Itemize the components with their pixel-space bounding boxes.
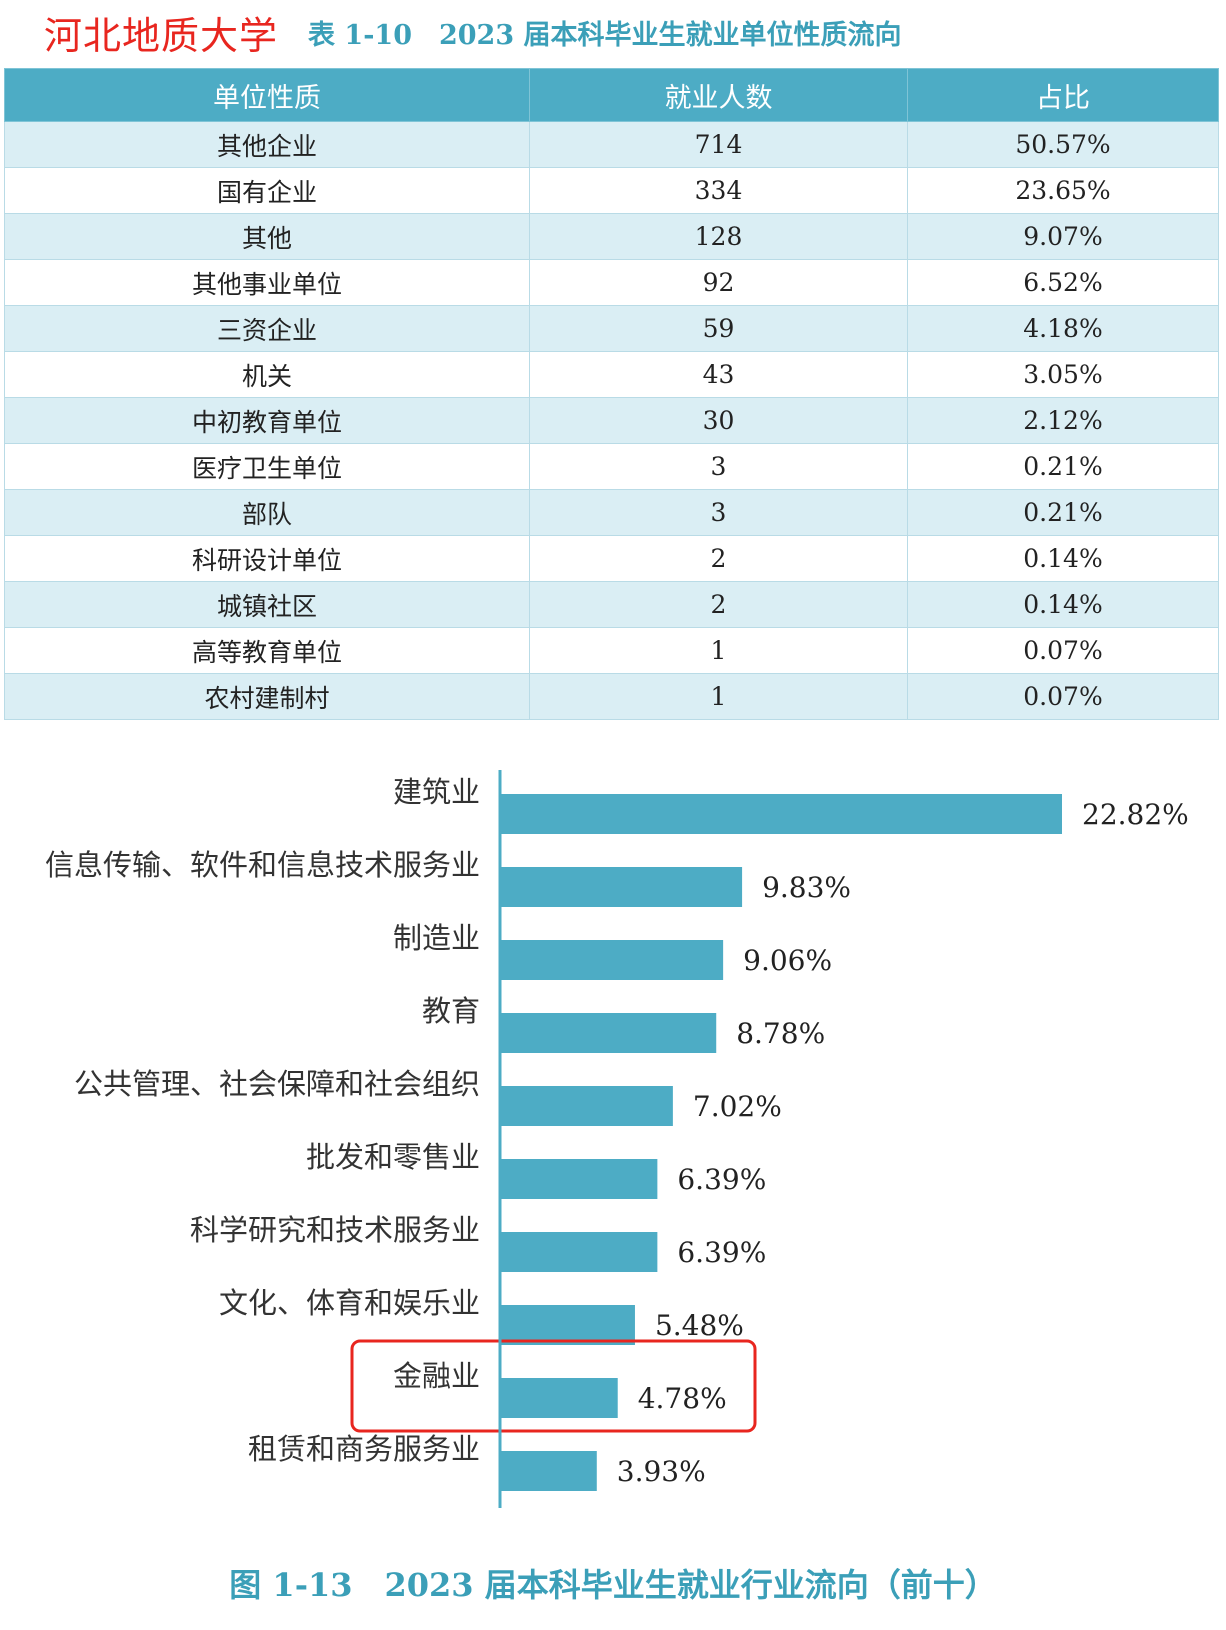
employment-unit-table: 单位性质 就业人数 占比 其他企业 714 50.57% 国有企业 334 23… <box>4 68 1219 720</box>
cell-unit-type: 三资企业 <box>4 305 530 352</box>
cell-count: 2 <box>529 535 908 582</box>
bar <box>500 1232 658 1272</box>
value-label: 8.78% <box>736 1017 825 1050</box>
table-row: 其他 128 9.07% <box>4 213 1219 260</box>
bar <box>500 1086 673 1126</box>
table-row: 三资企业 59 4.18% <box>4 305 1219 352</box>
cell-unit-type: 其他事业单位 <box>4 259 530 306</box>
column-header-count: 就业人数 <box>529 68 908 122</box>
cell-count: 2 <box>529 581 908 628</box>
school-name: 河北地质大学 <box>44 13 279 58</box>
table-row: 其他事业单位 92 6.52% <box>4 259 1219 306</box>
cell-ratio: 9.07% <box>907 213 1219 260</box>
category-label: 租赁和商务服务业 <box>248 1432 480 1466</box>
cell-unit-type: 国有企业 <box>4 167 530 214</box>
cell-unit-type: 高等教育单位 <box>4 627 530 674</box>
value-label: 5.48% <box>655 1309 744 1342</box>
cell-count: 59 <box>529 305 908 352</box>
bar <box>500 1159 658 1199</box>
cell-count: 714 <box>529 121 908 168</box>
cell-ratio: 0.14% <box>907 535 1219 582</box>
cell-count: 1 <box>529 673 908 720</box>
table-header-row: 单位性质 就业人数 占比 <box>4 68 1219 122</box>
bar <box>500 1013 717 1053</box>
table-row: 高等教育单位 1 0.07% <box>4 627 1219 674</box>
bar <box>500 1378 618 1418</box>
highlight-box <box>350 1339 757 1433</box>
value-label: 9.83% <box>762 871 851 904</box>
cell-unit-type: 城镇社区 <box>4 581 530 628</box>
cell-count: 128 <box>529 213 908 260</box>
cell-ratio: 4.18% <box>907 305 1219 352</box>
cell-ratio: 50.57% <box>907 121 1219 168</box>
cell-ratio: 0.21% <box>907 489 1219 536</box>
cell-ratio: 23.65% <box>907 167 1219 214</box>
category-label: 制造业 <box>393 921 480 955</box>
industry-bar-chart: 建筑业 22.82% 信息传输、软件和信息技术服务业 9.83% 制造业 9.06% 教育 8… <box>45 770 1189 1508</box>
column-header-ratio: 占比 <box>907 68 1219 122</box>
cell-count: 92 <box>529 259 908 306</box>
bar <box>500 867 743 907</box>
value-label: 6.39% <box>677 1236 766 1269</box>
header: 河北地质大学 表 1-10 2023 届本科毕业生就业单位性质流向 <box>44 4 902 60</box>
cell-unit-type: 医疗卫生单位 <box>4 443 530 490</box>
cell-unit-type: 中初教育单位 <box>4 397 530 444</box>
cell-count: 43 <box>529 351 908 398</box>
cell-unit-type: 机关 <box>4 351 530 398</box>
table-row: 医疗卫生单位 3 0.21% <box>4 443 1219 490</box>
cell-unit-type: 农村建制村 <box>4 673 530 720</box>
value-label: 4.78% <box>638 1382 727 1415</box>
cell-unit-type: 其他 <box>4 213 530 260</box>
category-label: 建筑业 <box>393 775 480 809</box>
category-label: 科学研究和技术服务业 <box>190 1213 480 1247</box>
figure-caption: 图 1-13 2023 届本科毕业生就业行业流向（前十） <box>229 1566 997 1604</box>
value-label: 7.02% <box>693 1090 782 1123</box>
cell-ratio: 0.14% <box>907 581 1219 628</box>
table-row: 农村建制村 1 0.07% <box>4 673 1219 720</box>
value-label: 22.82% <box>1082 798 1189 831</box>
cell-count: 1 <box>529 627 908 674</box>
cell-unit-type: 科研设计单位 <box>4 535 530 582</box>
cell-count: 3 <box>529 443 908 490</box>
table-row: 中初教育单位 30 2.12% <box>4 397 1219 444</box>
category-label: 文化、体育和娱乐业 <box>219 1286 480 1320</box>
category-label: 批发和零售业 <box>306 1140 480 1174</box>
bar <box>500 794 1062 834</box>
table-caption: 表 1-10 2023 届本科毕业生就业单位性质流向 <box>308 19 902 51</box>
cell-count: 3 <box>529 489 908 536</box>
table-row: 其他企业 714 50.57% <box>4 121 1219 168</box>
category-label: 信息传输、软件和信息技术服务业 <box>45 848 480 882</box>
table-row: 部队 3 0.21% <box>4 489 1219 536</box>
value-label: 6.39% <box>677 1163 766 1196</box>
table-row: 国有企业 334 23.65% <box>4 167 1219 214</box>
cell-ratio: 6.52% <box>907 259 1219 306</box>
cell-count: 334 <box>529 167 908 214</box>
bar <box>500 1451 597 1491</box>
column-header-unit-type: 单位性质 <box>4 68 530 122</box>
table-row: 城镇社区 2 0.14% <box>4 581 1219 628</box>
table-row: 机关 43 3.05% <box>4 351 1219 398</box>
category-label: 金融业 <box>393 1359 480 1393</box>
cell-ratio: 2.12% <box>907 397 1219 444</box>
bar <box>500 940 724 980</box>
cell-unit-type: 部队 <box>4 489 530 536</box>
value-label: 9.06% <box>743 944 832 977</box>
cell-ratio: 0.07% <box>907 673 1219 720</box>
cell-count: 30 <box>529 397 908 444</box>
table-row: 科研设计单位 2 0.14% <box>4 535 1219 582</box>
category-label: 教育 <box>422 994 480 1028</box>
cell-ratio: 3.05% <box>907 351 1219 398</box>
cell-ratio: 0.21% <box>907 443 1219 490</box>
bar <box>500 1305 635 1345</box>
value-label: 3.93% <box>617 1455 706 1488</box>
cell-unit-type: 其他企业 <box>4 121 530 168</box>
cell-ratio: 0.07% <box>907 627 1219 674</box>
category-label: 公共管理、社会保障和社会组织 <box>74 1067 480 1101</box>
